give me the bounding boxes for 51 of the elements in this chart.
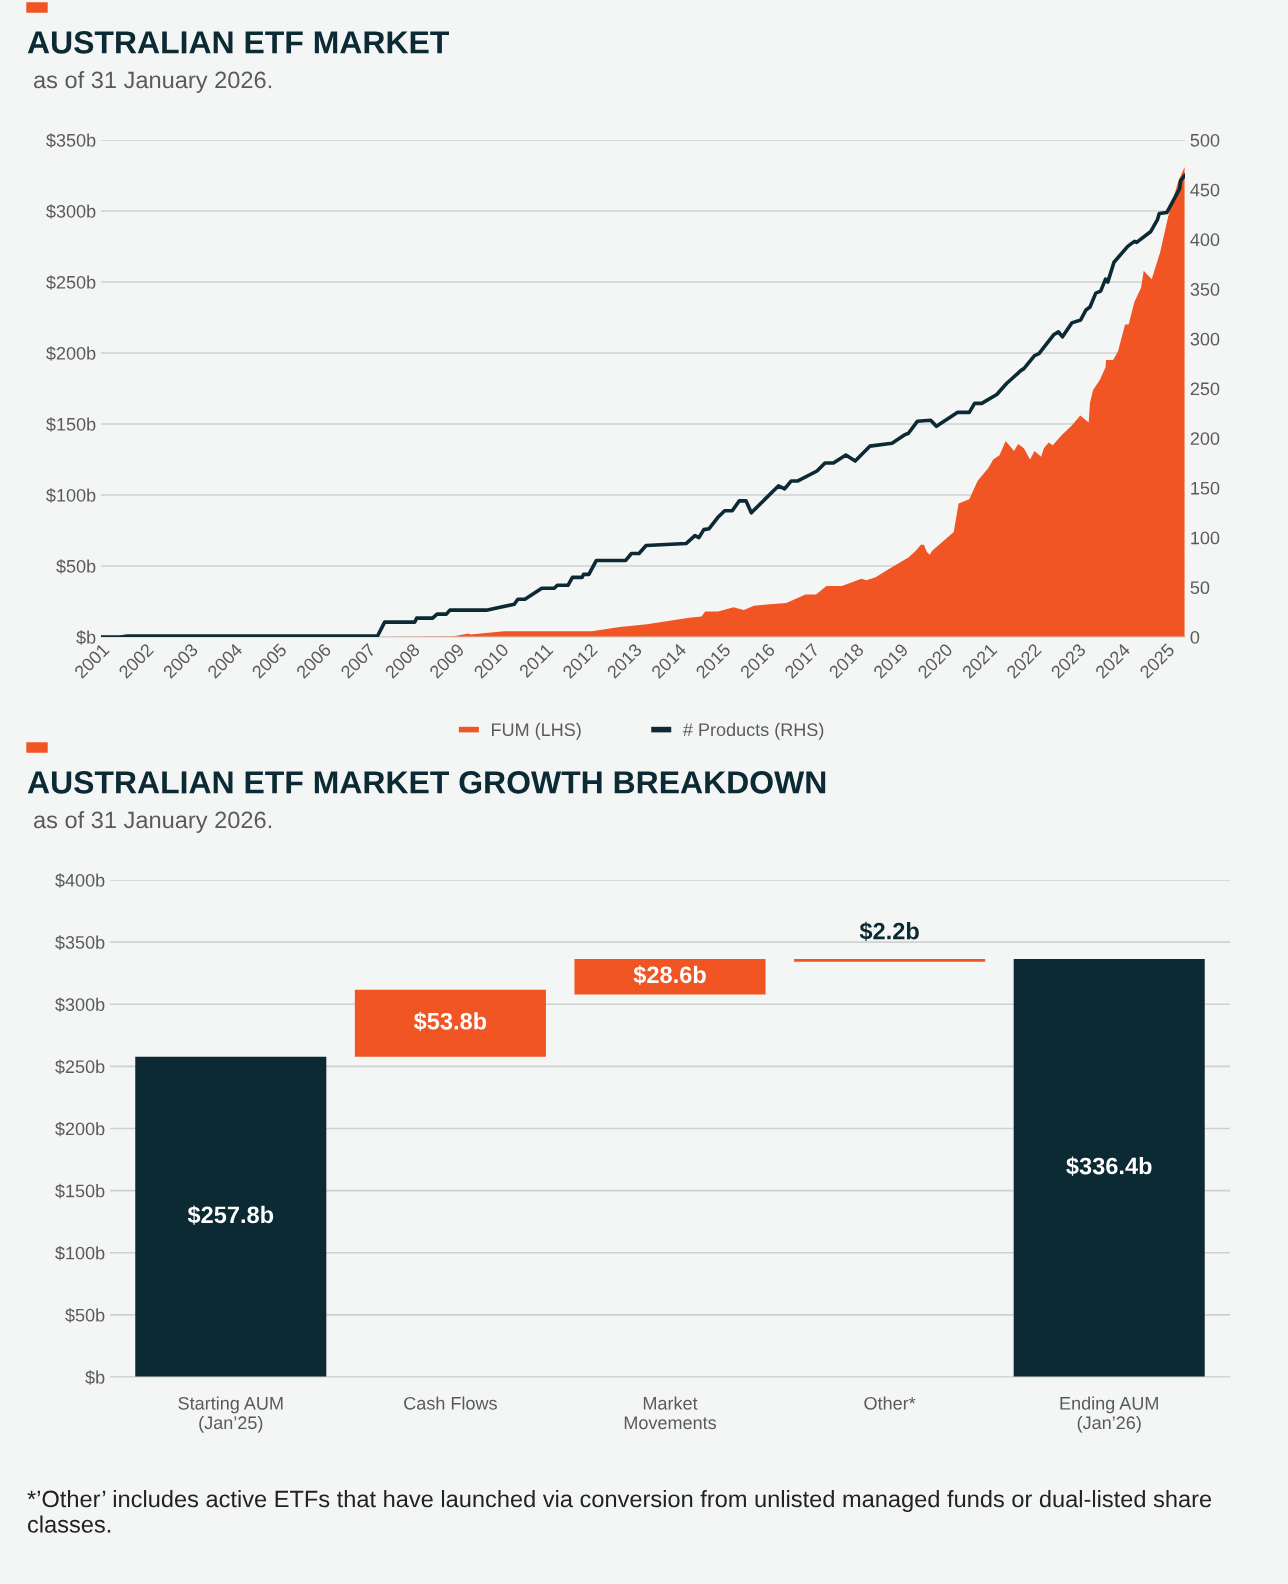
y-tick-label: $100b: [55, 1245, 105, 1261]
y2-tick-label: 100: [1191, 531, 1220, 545]
y2-tick-label: 200: [1190, 432, 1220, 445]
y-tick-label: $350b: [55, 935, 105, 950]
y2-tick-label: 300: [1190, 332, 1220, 346]
x-tick-label: Market Movements: [624, 1396, 717, 1430]
bar: [354, 989, 546, 1057]
y2-tick-label: 250: [1190, 382, 1220, 396]
x-tick-label: Starting AUM (Jan’25): [178, 1396, 283, 1433]
y-tick-label: $200b: [46, 346, 96, 361]
bar: [135, 1056, 327, 1377]
y-tick-label: $400b: [55, 873, 105, 888]
y-tick-label: $150b: [55, 1183, 105, 1199]
x-tick-label: Other*: [864, 1396, 916, 1410]
chart-title: AUSTRALIAN ETF MARKET GROWTH BREAKDOWN: [27, 771, 826, 794]
data-label: $257.8b: [187, 1205, 274, 1225]
bar: [1013, 959, 1205, 1377]
text: *’Other’ includes active ETFs that have launched via conversion from unlisted managed funds or dual-listed share classes.: [27, 1490, 1212, 1533]
y2-tick-label: 450: [1190, 183, 1220, 197]
y-tick-label: $50b: [56, 559, 96, 574]
y2-tick-label: 350: [1190, 283, 1220, 296]
y2-tick-label: 150: [1191, 481, 1220, 495]
y-tick-label: $150b: [46, 417, 96, 432]
data-label: $336.4b: [1066, 1156, 1152, 1176]
chart-title: AUSTRALIAN ETF MARKET: [27, 31, 449, 54]
legend-label: FUM (LHS): [492, 722, 581, 740]
y-tick-label: $b: [85, 1370, 105, 1385]
y-tick-label: $300b: [55, 997, 105, 1013]
y-tick-label: $50b: [65, 1308, 105, 1323]
chart-subtitle: as of 31 January 2026.: [34, 71, 272, 93]
data-label: $53.8b: [413, 1011, 487, 1032]
data-label: $28.6b: [633, 965, 706, 985]
data-label: $2.2b: [859, 921, 919, 941]
y-tick-label: $350b: [46, 133, 96, 148]
y-tick-label: $100b: [46, 488, 96, 503]
x-tick-label: Cash Flows: [404, 1396, 497, 1410]
y-tick-label: $200b: [55, 1121, 105, 1137]
legend-label: # Products (RHS): [682, 722, 824, 740]
y2-tick-label: 50: [1190, 581, 1210, 595]
bar: [574, 959, 766, 995]
bar: [794, 959, 986, 962]
y2-tick-label: 0: [1190, 630, 1200, 644]
y-tick-label: $b: [76, 630, 96, 645]
y2-tick-label: 500: [1190, 133, 1220, 147]
line-series: [101, 173, 1185, 637]
x-tick-label: Ending AUM (Jan’26): [1060, 1396, 1158, 1433]
y-tick-label: $250b: [46, 275, 96, 290]
y-tick-label: $300b: [46, 204, 96, 219]
y2-tick-label: 400: [1190, 233, 1220, 247]
chart-subtitle: as of 31 January 2026.: [34, 811, 272, 833]
y-tick-label: $250b: [55, 1059, 105, 1075]
